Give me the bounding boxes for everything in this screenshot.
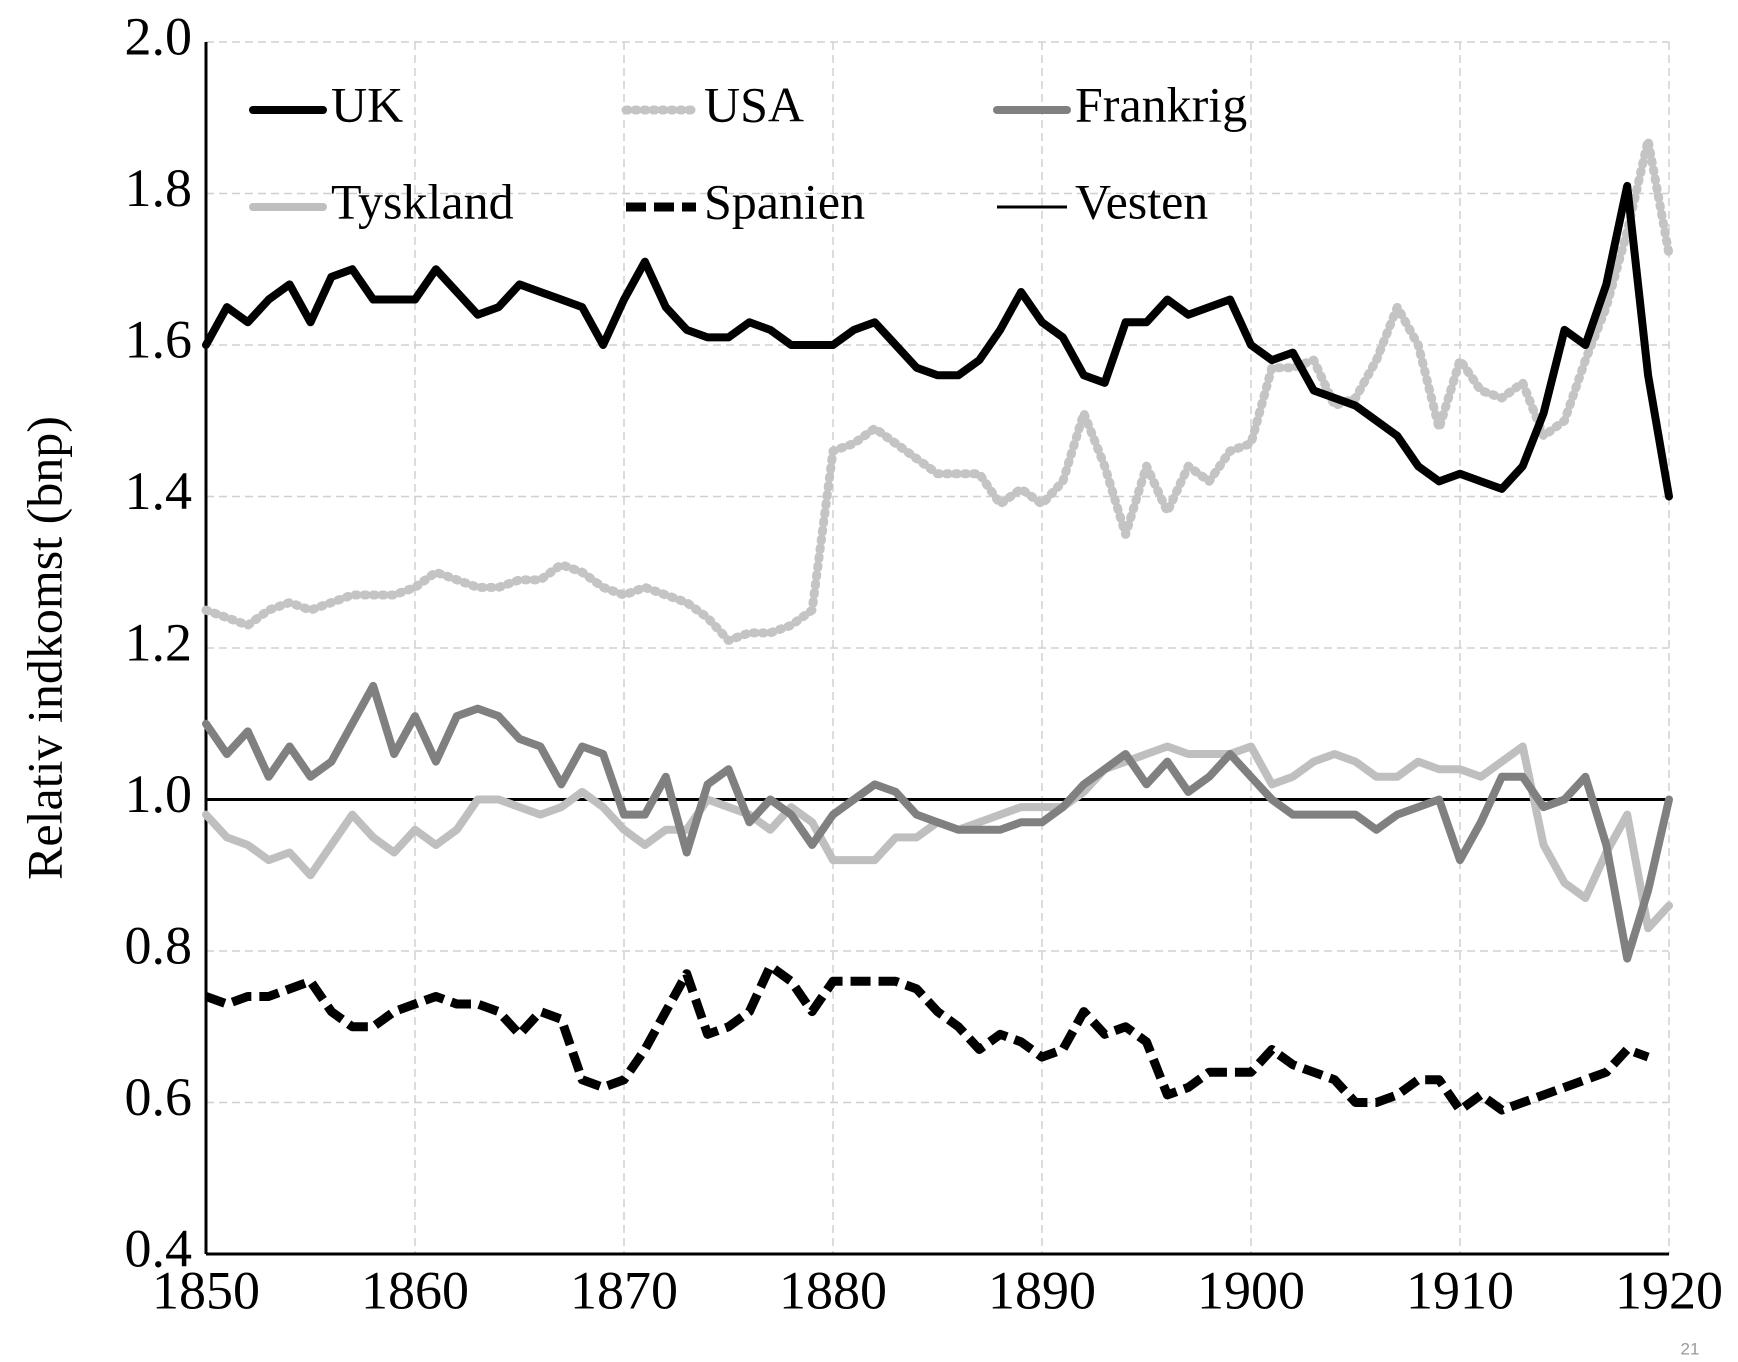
series-line <box>202 181 1673 501</box>
y-tick-label: 1.2 <box>125 612 193 672</box>
x-tick-label: 1880 <box>779 1260 887 1320</box>
x-tick-label: 1870 <box>570 1260 678 1320</box>
x-tick-label: 1900 <box>1197 1260 1305 1320</box>
legend-label: Vesten <box>1075 173 1208 229</box>
y-tick-label: 2.0 <box>125 6 193 66</box>
y-tick-label: 0.8 <box>125 915 193 975</box>
y-axis-label: Relativ indkomst (bnp) <box>16 416 72 880</box>
x-tick-label: 1890 <box>988 1260 1096 1320</box>
x-tick-label: 1860 <box>361 1260 469 1320</box>
y-tick-label: 1.8 <box>125 158 193 218</box>
y-tick-label: 0.6 <box>125 1067 193 1127</box>
series-line <box>201 135 1674 645</box>
y-tick-label: 1.0 <box>125 764 193 824</box>
x-tick-label: 1910 <box>1406 1260 1514 1320</box>
y-tick-label: 1.6 <box>125 309 193 369</box>
y-tick-label: 0.4 <box>125 1218 193 1278</box>
legend-label: USA <box>704 76 804 132</box>
page-number: 21 <box>1681 1339 1700 1358</box>
x-tick-label: 1850 <box>152 1260 260 1320</box>
legend-label: Spanien <box>704 173 865 229</box>
x-tick-label: 1920 <box>1615 1260 1723 1320</box>
series-line <box>204 961 1650 1115</box>
legend-label: Tyskland <box>331 173 514 229</box>
series-line <box>202 681 1673 963</box>
y-tick-label: 1.4 <box>125 461 193 521</box>
legend-label: Frankrig <box>1075 76 1247 132</box>
legend-label: UK <box>331 76 403 132</box>
